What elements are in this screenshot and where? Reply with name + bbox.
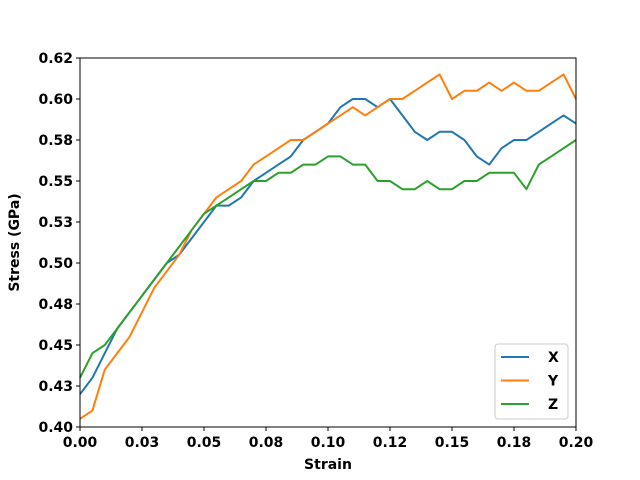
x-tick-label: 0.20 — [559, 435, 594, 451]
y-axis: 0.40 0.43 0.45 0.48 0.50 0.53 0.55 0.58 0.60 0.62 — [38, 51, 80, 436]
y-axis-label: Stress (GPa) — [7, 193, 23, 291]
x-tick-label: 0.03 — [125, 435, 160, 451]
y-tick-label: 0.45 — [38, 338, 73, 354]
y-tick-label: 0.53 — [38, 215, 73, 231]
legend-label-z: Z — [548, 397, 558, 413]
y-tick-label: 0.58 — [38, 133, 73, 149]
y-tick-label: 0.62 — [38, 51, 73, 67]
y-tick-label: 0.50 — [38, 256, 73, 272]
x-axis-label: Strain — [304, 457, 352, 473]
x-tick-label: 0.12 — [373, 435, 408, 451]
x-axis: 0.00 0.03 0.05 0.08 0.10 0.12 0.15 0.18 0.20 — [63, 427, 594, 451]
x-tick-label: 0.08 — [249, 435, 284, 451]
series-line-z — [79, 139, 577, 379]
x-tick-label: 0.15 — [435, 435, 470, 451]
legend-label-x: X — [548, 350, 559, 366]
y-tick-label: 0.55 — [38, 174, 73, 190]
legend: XYZ — [494, 343, 569, 420]
plot-lines — [79, 73, 577, 420]
y-tick-label: 0.48 — [38, 297, 73, 313]
legend-box — [494, 343, 569, 420]
y-tick-label: 0.43 — [38, 379, 73, 395]
series-line-y — [79, 73, 577, 420]
x-tick-label: 0.10 — [311, 435, 346, 451]
x-tick-label: 0.00 — [63, 435, 98, 451]
y-tick-label: 0.40 — [38, 420, 73, 436]
x-tick-label: 0.18 — [497, 435, 532, 451]
y-tick-label: 0.60 — [38, 92, 73, 108]
x-tick-label: 0.05 — [187, 435, 222, 451]
legend-label-y: Y — [547, 374, 559, 390]
